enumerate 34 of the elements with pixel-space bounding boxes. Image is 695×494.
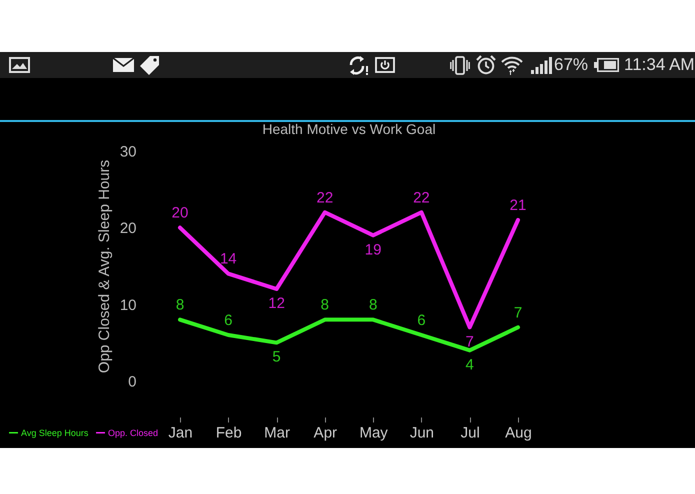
legend-label: Avg Sleep Hours (21, 428, 89, 438)
y-tick-label: 0 (128, 374, 136, 390)
data-label: 12 (268, 295, 285, 312)
data-label: 6 (224, 312, 232, 329)
x-tick-label: Aug (505, 424, 532, 442)
y-axis-title: Opp Closed & Avg. Sleep Hours (96, 160, 113, 374)
data-label: 6 (417, 312, 426, 329)
x-tick-label: Jun (410, 424, 434, 442)
x-tick-label: Feb (216, 424, 242, 442)
x-tick-label: Jul (460, 424, 480, 442)
y-tick-label: 20 (120, 220, 136, 238)
x-tick-label: Jan (168, 424, 193, 442)
y-tick-label: 30 (120, 144, 136, 160)
data-label: 14 (220, 250, 237, 268)
text: 11:34 AM (624, 55, 695, 75)
data-label: 7 (466, 333, 474, 350)
x-tick-label: May (359, 424, 388, 442)
data-label: 8 (176, 296, 184, 314)
data-label: 8 (368, 296, 378, 314)
x-tick-label: Apr (314, 424, 338, 442)
data-label: 19 (364, 241, 382, 258)
text: 67% (554, 55, 588, 75)
legend-label: Opp. Closed (108, 428, 158, 438)
data-label: 8 (320, 296, 330, 314)
data-label: 4 (466, 356, 474, 374)
data-label: 22 (413, 189, 430, 206)
data-label: 20 (172, 204, 188, 222)
y-tick-label: 10 (120, 296, 136, 314)
data-label: 7 (514, 304, 522, 322)
x-tick-label: Mar (264, 424, 290, 442)
data-label: 22 (316, 189, 334, 206)
data-label: 21 (510, 197, 526, 214)
data-label: 5 (272, 348, 281, 366)
chart-title: Health Motive vs Work Goal (262, 121, 436, 137)
